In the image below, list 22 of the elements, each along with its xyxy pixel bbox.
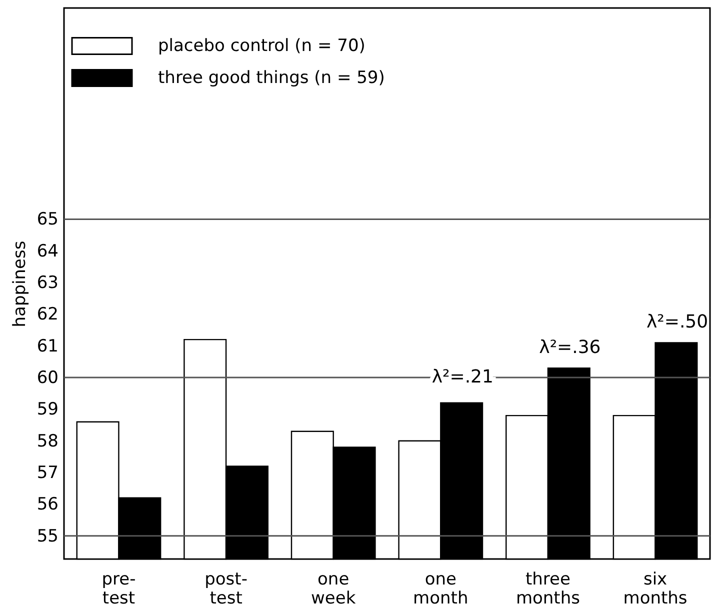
y-tick-label: 63 [36,273,58,294]
legend-label: placebo control (n = 70) [158,36,366,56]
y-tick-label: 65 [36,210,58,230]
y-tick-label: 58 [36,431,58,452]
x-tick-label: pre- test [102,570,136,608]
x-tick-label: post- test [204,570,248,608]
legend-label: three good things (n = 59) [158,68,385,88]
y-tick-label: 59 [36,400,58,420]
x-tick-label: three months [516,570,580,608]
annotation: λ²=.36 [539,337,601,358]
y-tick-label: 57 [36,463,58,484]
y-tick-label: 60 [36,368,58,388]
y-tick-label: 62 [36,304,58,325]
x-tick-label: six months [623,570,688,608]
annotation: λ²=.50 [646,312,708,333]
x-tick-label: one week [311,570,356,608]
y-tick-label: 56 [36,494,58,515]
x-tick-label: one month [413,570,468,608]
y-tick-label: 64 [36,241,58,262]
y-axis-title: happiness [10,240,30,328]
y-tick-label: 55 [36,526,58,546]
y-tick-label: 61 [36,336,58,356]
